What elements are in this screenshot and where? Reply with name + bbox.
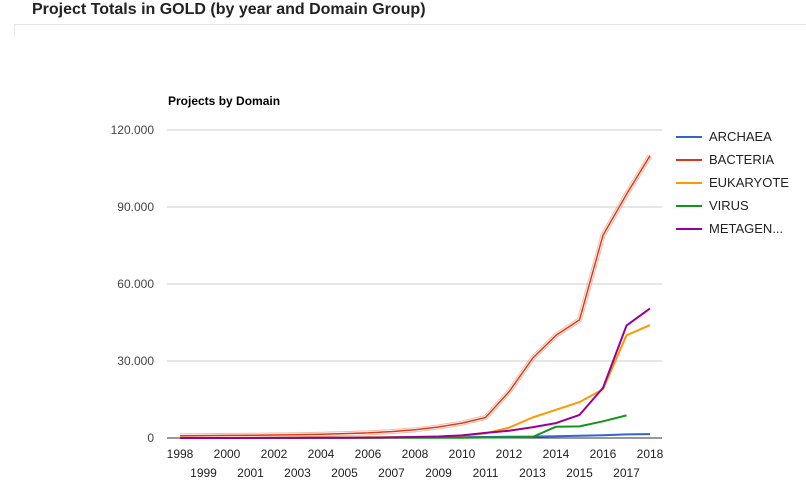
x-tick-label: 2004 bbox=[308, 447, 335, 461]
y-tick-label: 60.000 bbox=[117, 277, 154, 291]
header-divider-corner bbox=[14, 24, 15, 36]
series-path bbox=[180, 324, 651, 439]
legend-label: EUKARYOTE bbox=[709, 175, 789, 190]
x-tick-label: 2005 bbox=[331, 466, 358, 480]
x-tick-label: 2007 bbox=[378, 466, 405, 480]
x-tick-label: 2000 bbox=[214, 447, 241, 461]
series-eukaryote-line[interactable] bbox=[180, 324, 651, 439]
legend-label: VIRUS bbox=[709, 198, 749, 213]
x-tick-label: 2018 bbox=[637, 447, 664, 461]
legend-item[interactable]: ARCHAEA bbox=[676, 129, 772, 144]
y-tick-label: 90.000 bbox=[117, 200, 154, 214]
x-tick-label: 2001 bbox=[237, 466, 264, 480]
page-title: Project Totals in GOLD (by year and Doma… bbox=[32, 1, 426, 18]
chart-title: Projects by Domain bbox=[168, 94, 280, 108]
legend[interactable]: ARCHAEA BACTERIA EUKARYOTE VIRUS METAGEN... bbox=[676, 129, 789, 236]
x-axis-tick-labels: 1998 1999 2000 2001 2002 2003 2004 2005 2006 2007… bbox=[167, 447, 664, 480]
y-tick-label: 120.000 bbox=[111, 123, 155, 137]
x-tick-label: 2014 bbox=[543, 447, 570, 461]
x-tick-label: 2012 bbox=[496, 447, 523, 461]
x-tick-label: 2009 bbox=[425, 466, 452, 480]
legend-item[interactable]: EUKARYOTE bbox=[676, 175, 789, 190]
legend-item[interactable]: VIRUS bbox=[676, 198, 749, 213]
y-tick-label: 0 bbox=[147, 431, 154, 445]
legend-label: METAGEN... bbox=[709, 221, 783, 236]
series-highlight-core bbox=[179, 154, 652, 438]
page-header: Project Totals in GOLD (by year and Doma… bbox=[0, 0, 806, 36]
series-bacteria-line[interactable] bbox=[179, 154, 653, 439]
series-path bbox=[179, 155, 651, 437]
series-highlight bbox=[179, 154, 653, 439]
series-lines bbox=[179, 154, 653, 439]
legend-item[interactable]: BACTERIA bbox=[676, 152, 774, 167]
x-tick-label: 2010 bbox=[449, 447, 476, 461]
x-tick-label: 2011 bbox=[473, 466, 499, 480]
x-tick-label: 2015 bbox=[566, 466, 593, 480]
x-tick-label: 2002 bbox=[261, 447, 288, 461]
legend-item[interactable]: METAGEN... bbox=[676, 221, 783, 236]
x-tick-label: 2003 bbox=[284, 466, 311, 480]
y-axis-tick-labels: 0 30.000 60.000 90.000 120.000 bbox=[111, 123, 155, 445]
series-metagen-line[interactable] bbox=[180, 307, 651, 439]
x-tick-label: 2008 bbox=[402, 447, 429, 461]
legend-label: BACTERIA bbox=[709, 152, 774, 167]
y-tick-label: 30.000 bbox=[117, 354, 154, 368]
series-path bbox=[180, 307, 651, 439]
x-tick-label: 1998 bbox=[167, 447, 194, 461]
header-divider bbox=[14, 24, 806, 25]
x-tick-label: 2017 bbox=[613, 466, 640, 480]
x-tick-label: 2013 bbox=[519, 466, 546, 480]
x-tick-label: 1999 bbox=[190, 466, 217, 480]
x-tick-label: 2006 bbox=[355, 447, 382, 461]
legend-label: ARCHAEA bbox=[709, 129, 772, 144]
x-tick-label: 2016 bbox=[590, 447, 617, 461]
